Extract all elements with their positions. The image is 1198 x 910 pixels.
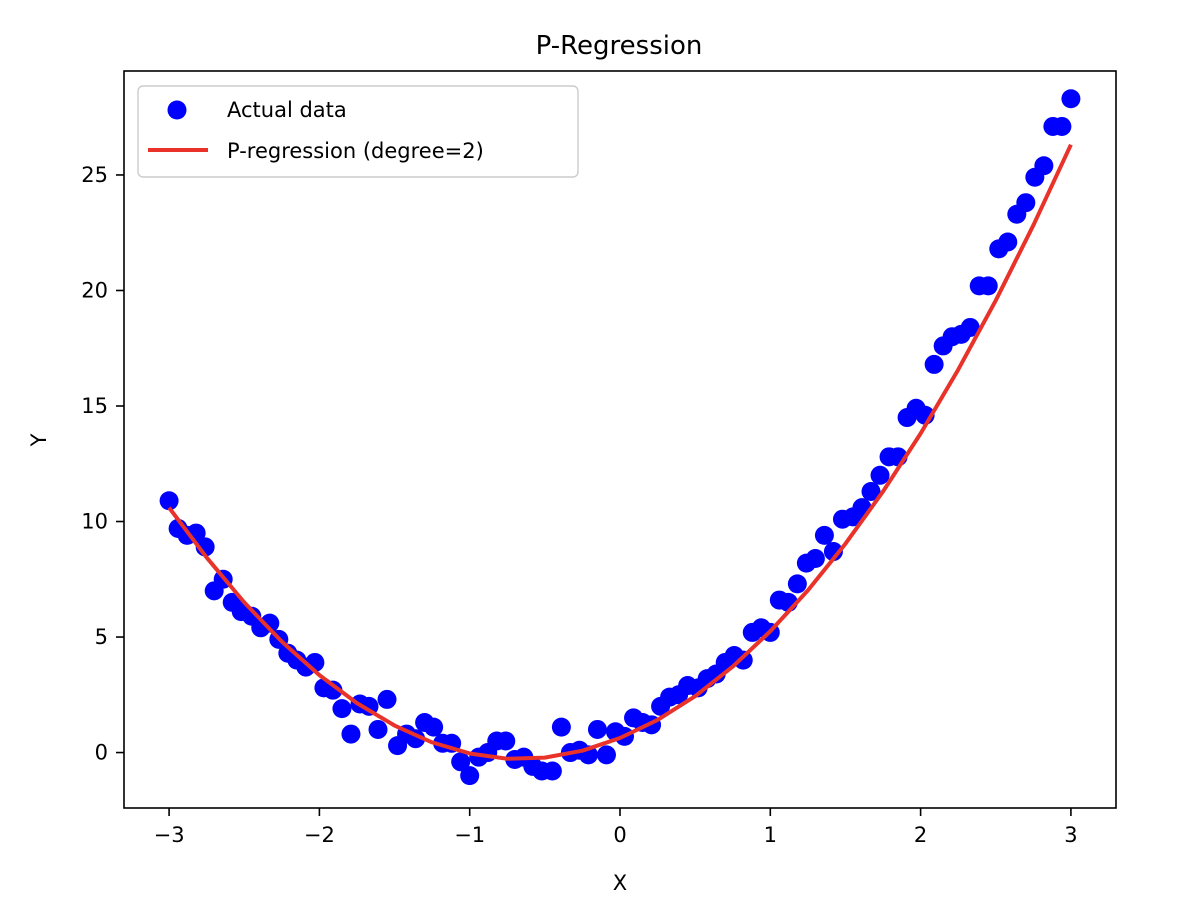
data-point bbox=[924, 354, 944, 374]
x-tick-label: −2 bbox=[304, 823, 335, 847]
data-point bbox=[823, 542, 843, 562]
x-tick-label: 3 bbox=[1064, 823, 1077, 847]
y-axis: 0 5 10 15 20 25 bbox=[81, 163, 124, 765]
y-tick-label: 10 bbox=[81, 510, 108, 534]
data-point bbox=[870, 465, 890, 485]
data-point bbox=[998, 232, 1018, 252]
x-axis-label: X bbox=[613, 871, 627, 895]
x-tick-label: −3 bbox=[154, 823, 185, 847]
data-point bbox=[1052, 116, 1072, 136]
data-point bbox=[1016, 193, 1036, 213]
y-tick-label: 25 bbox=[81, 163, 108, 187]
data-point bbox=[551, 717, 571, 737]
data-point bbox=[159, 491, 179, 511]
data-point bbox=[805, 548, 825, 568]
legend-marker-actual-data bbox=[167, 100, 187, 120]
data-point bbox=[332, 699, 352, 719]
chart-title: P-Regression bbox=[536, 31, 703, 61]
data-point bbox=[787, 574, 807, 594]
data-point bbox=[368, 719, 388, 739]
y-axis-label: Y bbox=[27, 433, 51, 447]
plot-area bbox=[123, 70, 1117, 809]
data-point bbox=[496, 731, 516, 751]
data-point bbox=[260, 613, 280, 633]
data-point bbox=[323, 680, 343, 700]
x-tick-label: 1 bbox=[764, 823, 777, 847]
x-tick-label: −1 bbox=[454, 823, 485, 847]
data-point bbox=[542, 761, 562, 781]
y-tick-label: 20 bbox=[81, 278, 108, 302]
data-point bbox=[733, 650, 753, 670]
data-point bbox=[460, 766, 480, 786]
legend-label-regression: P-regression (degree=2) bbox=[227, 139, 484, 163]
legend-label-actual-data: Actual data bbox=[227, 98, 347, 122]
data-point bbox=[596, 745, 616, 765]
y-tick-label: 5 bbox=[95, 625, 108, 649]
data-point bbox=[814, 525, 834, 545]
x-tick-label: 2 bbox=[914, 823, 927, 847]
data-point bbox=[424, 717, 444, 737]
x-axis: −3 −2 −1 0 1 2 3 bbox=[154, 808, 1078, 847]
legend: Actual data P-regression (degree=2) bbox=[137, 85, 579, 178]
data-point bbox=[978, 276, 998, 296]
data-point bbox=[587, 719, 607, 739]
data-point bbox=[861, 481, 881, 501]
data-point bbox=[377, 689, 397, 709]
data-point bbox=[1034, 156, 1054, 176]
y-tick-label: 0 bbox=[95, 741, 108, 765]
data-point bbox=[960, 317, 980, 337]
data-point bbox=[451, 752, 471, 772]
x-tick-label: 0 bbox=[613, 823, 626, 847]
legend-box bbox=[137, 85, 579, 178]
data-point bbox=[341, 724, 361, 744]
regression-line bbox=[167, 143, 1073, 761]
y-tick-label: 15 bbox=[81, 394, 108, 418]
data-point bbox=[1061, 89, 1081, 109]
